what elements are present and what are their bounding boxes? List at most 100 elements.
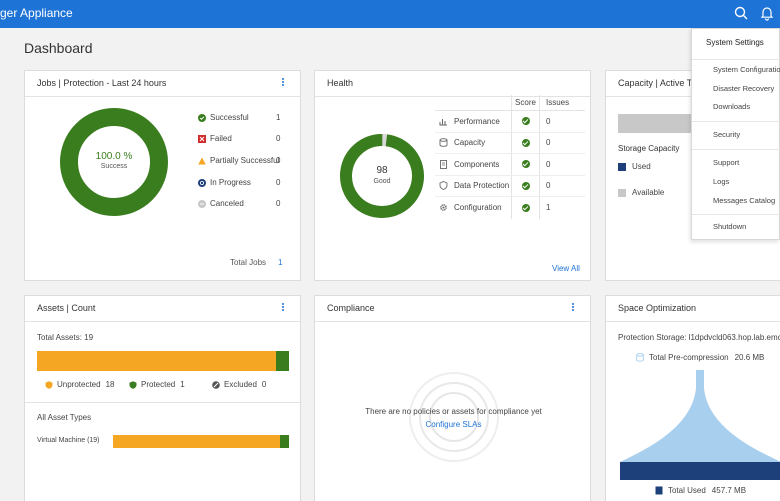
view-all-link[interactable]: View All xyxy=(552,264,580,273)
legend-label: Protected xyxy=(141,380,176,389)
menu-divider xyxy=(692,214,780,215)
card-title: Space Optimization xyxy=(618,303,697,313)
row-label: Performance xyxy=(454,116,500,126)
assets-card: Assets | Count Total Assets: 19 Unprotec… xyxy=(24,295,302,501)
bell-icon[interactable] xyxy=(759,5,775,21)
configure-slas-link[interactable]: Configure SLAs xyxy=(425,420,482,429)
row-issues: 0 xyxy=(539,175,585,196)
row-label: Configuration xyxy=(454,203,502,213)
legend-value: 0 xyxy=(276,178,281,187)
col-score: Score xyxy=(511,95,539,110)
menu-divider xyxy=(692,121,780,122)
menu-item-system-configuration[interactable]: System Configuration xyxy=(713,65,780,74)
legend-excluded: Excluded 0 xyxy=(212,380,266,389)
legend-successful: Successful 1 xyxy=(198,113,288,122)
table-row: Capacity 0 xyxy=(435,132,585,154)
table-row: Configuration 1 xyxy=(435,197,585,219)
row-label: Data Protection xyxy=(454,181,510,191)
asset-type-bar-protected xyxy=(279,435,289,448)
col-issues: Issues xyxy=(539,95,585,110)
menu-header: System Settings xyxy=(706,38,764,47)
empty-state-graphic xyxy=(409,372,499,462)
menu-item-shutdown[interactable]: Shutdown xyxy=(713,222,747,231)
legend-label: Partially Successful xyxy=(210,156,280,165)
legend-label: Failed xyxy=(210,134,232,143)
bar-chart-icon xyxy=(439,118,447,126)
menu-item-disaster-recovery[interactable]: Disaster Recovery xyxy=(713,84,775,93)
jobs-card: Jobs | Protection - Last 24 hours 100.0 … xyxy=(24,70,301,281)
assets-bar xyxy=(37,351,289,371)
legend-canceled: Canceled 0 xyxy=(198,199,288,208)
row-issues: 1 xyxy=(539,197,585,219)
legend-label: Canceled xyxy=(210,199,244,208)
check-icon xyxy=(521,160,530,169)
canceled-circle-icon xyxy=(198,199,206,208)
row-issues: 0 xyxy=(539,132,585,153)
warning-triangle-icon xyxy=(198,157,206,164)
menu-item-downloads[interactable]: Downloads xyxy=(713,102,751,111)
legend-in-progress: In Progress 0 xyxy=(198,178,288,187)
assets-bar-protected xyxy=(275,351,289,371)
legend-label: Used xyxy=(632,162,651,171)
database-icon xyxy=(636,353,644,362)
check-icon xyxy=(521,203,530,212)
legend-value: 0 xyxy=(276,134,281,143)
space-card: Space Optimization Protection Storage: l… xyxy=(605,295,780,501)
menu-item-logs[interactable]: Logs xyxy=(713,177,730,186)
legend-value: 0 xyxy=(276,156,281,165)
card-title: Jobs | Protection - Last 24 hours xyxy=(37,78,167,88)
row-issues: 0 xyxy=(539,111,585,132)
asset-type-label: Virtual Machine (19) xyxy=(37,437,100,444)
table-row: Components 0 xyxy=(435,154,585,176)
legend-used: Used xyxy=(618,162,651,171)
search-icon[interactable] xyxy=(733,5,749,21)
legend-label: In Progress xyxy=(210,178,251,187)
legend-label: Successful xyxy=(210,113,249,122)
legend-value: 18 xyxy=(105,380,115,389)
jobs-percent: 100.0 % xyxy=(95,151,133,162)
check-circle-icon xyxy=(198,113,206,122)
document-icon xyxy=(440,159,447,169)
table-row: Data Protection 0 xyxy=(435,175,585,197)
menu-item-support[interactable]: Support xyxy=(713,158,740,167)
legend-value: 1 xyxy=(276,113,281,122)
total-jobs-value[interactable]: 1 xyxy=(278,258,283,267)
legend-unprotected: Unprotected 18 xyxy=(45,380,115,389)
unprotected-shield-icon xyxy=(45,380,53,389)
menu-item-security[interactable]: Security xyxy=(713,130,741,139)
legend-value: 1 xyxy=(180,380,185,389)
used-swatch xyxy=(618,162,626,171)
more-options-icon[interactable] xyxy=(278,302,288,314)
menu-item-messages-catalog[interactable]: Messages Catalog xyxy=(713,196,776,205)
legend-value: 0 xyxy=(261,380,267,389)
top-bar: ger Appliance xyxy=(0,0,780,28)
legend-partial: Partially Successful 0 xyxy=(198,156,288,165)
legend-label: Unprotected xyxy=(57,380,101,389)
compliance-card: Compliance There are no policies or asse… xyxy=(314,295,591,501)
jobs-donut-ring xyxy=(60,108,168,216)
funnel-neck xyxy=(696,370,704,388)
divider xyxy=(25,402,302,403)
more-options-icon[interactable] xyxy=(278,77,288,89)
precompression-label: Total Pre-compression xyxy=(649,353,729,362)
row-issues: 0 xyxy=(539,154,585,175)
total-used-value: 457.7 MB xyxy=(711,486,747,495)
health-donut-chart xyxy=(340,134,424,218)
app-title: ger Appliance xyxy=(0,6,73,20)
legend-protected: Protected 1 xyxy=(129,380,185,389)
progress-circle-icon xyxy=(198,178,206,187)
card-title: Compliance xyxy=(327,303,375,313)
available-swatch xyxy=(618,188,626,197)
more-options-icon[interactable] xyxy=(568,302,578,314)
asset-types-title: All Asset Types xyxy=(37,413,92,422)
card-title: Health xyxy=(327,78,354,88)
menu-divider xyxy=(692,59,780,60)
check-icon xyxy=(521,181,530,190)
total-jobs-label: Total Jobs xyxy=(230,258,267,267)
funnel-body xyxy=(620,388,780,462)
menu-divider xyxy=(692,149,780,150)
legend-label: Available xyxy=(632,188,665,197)
health-card: Health 98 Good Score Issues Performance … xyxy=(314,70,591,281)
legend-label: Excluded xyxy=(224,380,257,389)
legend-available: Available xyxy=(618,188,664,197)
